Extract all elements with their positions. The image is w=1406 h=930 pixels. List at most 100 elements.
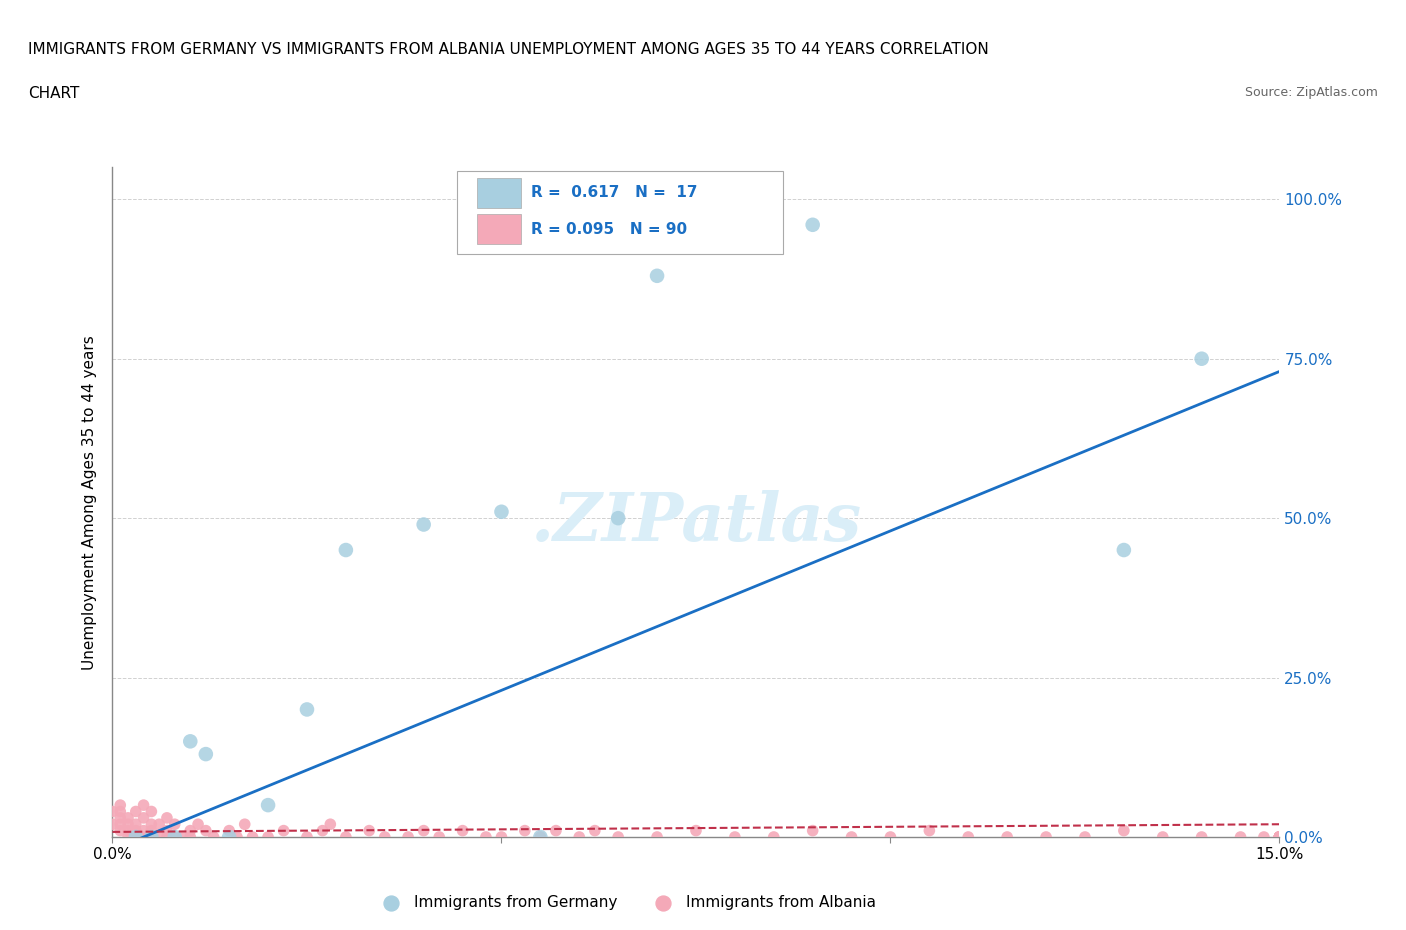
Point — [218, 823, 240, 838]
Point — [132, 823, 155, 838]
Point — [172, 830, 194, 844]
Point — [117, 823, 139, 838]
Point — [233, 817, 256, 831]
Point — [202, 830, 225, 844]
Point — [125, 830, 148, 844]
Point — [1268, 830, 1291, 844]
Point — [179, 734, 201, 749]
Point — [762, 830, 785, 844]
Point — [141, 817, 163, 831]
Point — [156, 810, 179, 825]
Text: .ZIPatlas: .ZIPatlas — [530, 490, 862, 555]
Point — [117, 810, 139, 825]
Point — [1268, 830, 1291, 844]
Point — [117, 830, 139, 844]
Point — [110, 810, 132, 825]
Point — [132, 798, 155, 813]
Point — [141, 804, 163, 819]
Point — [187, 817, 209, 831]
Point — [156, 823, 179, 838]
Text: Source: ZipAtlas.com: Source: ZipAtlas.com — [1244, 86, 1378, 99]
Point — [1268, 830, 1291, 844]
Point — [132, 810, 155, 825]
Point — [148, 830, 170, 844]
Point — [374, 830, 396, 844]
Point — [1035, 830, 1057, 844]
Point — [359, 823, 381, 838]
Point — [295, 830, 318, 844]
Point — [1191, 830, 1213, 844]
Point — [1268, 830, 1291, 844]
Point — [1268, 830, 1291, 844]
Point — [1112, 823, 1135, 838]
Point — [1268, 830, 1291, 844]
Point — [529, 830, 551, 844]
Point — [319, 817, 342, 831]
Point — [1074, 830, 1097, 844]
Point — [218, 830, 240, 844]
Point — [396, 830, 419, 844]
Point — [110, 823, 132, 838]
Point — [1268, 830, 1291, 844]
Point — [110, 817, 132, 831]
Point — [125, 804, 148, 819]
Point — [1191, 352, 1213, 366]
Point — [335, 830, 357, 844]
Point — [1152, 830, 1174, 844]
Point — [607, 830, 630, 844]
Point — [194, 747, 217, 762]
Point — [101, 804, 124, 819]
Point — [841, 830, 863, 844]
Point — [141, 830, 163, 844]
Point — [311, 823, 333, 838]
Text: CHART: CHART — [28, 86, 80, 100]
Point — [1268, 830, 1291, 844]
Y-axis label: Unemployment Among Ages 35 to 44 years: Unemployment Among Ages 35 to 44 years — [82, 335, 97, 670]
Point — [513, 823, 536, 838]
Point — [273, 823, 295, 838]
Point — [801, 823, 824, 838]
Point — [451, 823, 474, 838]
Point — [957, 830, 980, 844]
Point — [544, 823, 567, 838]
Text: IMMIGRANTS FROM GERMANY VS IMMIGRANTS FROM ALBANIA UNEMPLOYMENT AMONG AGES 35 TO: IMMIGRANTS FROM GERMANY VS IMMIGRANTS FR… — [28, 42, 988, 57]
Legend: Immigrants from Germany, Immigrants from Albania: Immigrants from Germany, Immigrants from… — [370, 889, 882, 916]
Point — [141, 823, 163, 838]
Point — [163, 817, 186, 831]
Point — [132, 830, 155, 844]
Point — [1268, 830, 1291, 844]
Point — [607, 511, 630, 525]
Point — [194, 823, 217, 838]
Point — [1268, 830, 1291, 844]
Point — [101, 817, 124, 831]
Point — [125, 817, 148, 831]
Point — [1268, 830, 1291, 844]
Point — [529, 830, 551, 844]
Point — [1268, 830, 1291, 844]
Point — [1253, 830, 1275, 844]
Point — [156, 830, 179, 844]
Point — [491, 504, 513, 519]
Point — [1229, 830, 1251, 844]
Point — [242, 830, 264, 844]
Point — [117, 817, 139, 831]
Point — [475, 830, 498, 844]
Point — [257, 830, 280, 844]
Point — [163, 830, 186, 844]
Point — [1112, 542, 1135, 557]
Point — [724, 830, 747, 844]
Point — [226, 830, 249, 844]
Point — [645, 269, 668, 284]
Point — [141, 830, 163, 844]
Point — [879, 830, 901, 844]
Point — [491, 830, 513, 844]
Point — [568, 830, 591, 844]
Point — [335, 542, 357, 557]
FancyBboxPatch shape — [477, 179, 520, 207]
Text: R = 0.095   N = 90: R = 0.095 N = 90 — [531, 221, 688, 236]
Point — [1268, 830, 1291, 844]
Point — [583, 823, 606, 838]
Point — [412, 517, 434, 532]
Point — [427, 830, 450, 844]
Point — [685, 823, 707, 838]
